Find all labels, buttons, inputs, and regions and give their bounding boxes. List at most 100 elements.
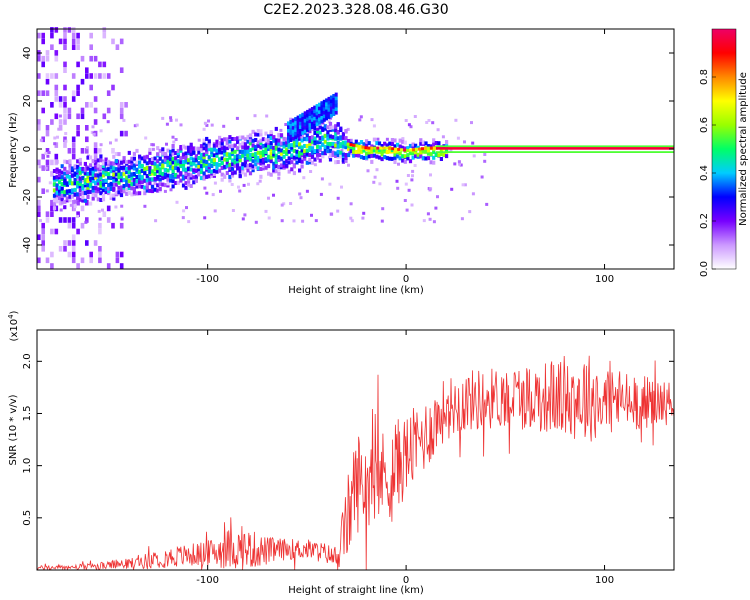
heat-cell — [153, 156, 157, 161]
heat-cell — [243, 142, 247, 147]
heat-cell — [102, 73, 107, 79]
heat-cell — [197, 156, 201, 160]
heat-cell — [45, 90, 50, 96]
heat-cell — [171, 151, 175, 156]
heat-cell — [189, 142, 193, 147]
heat-cell — [68, 163, 72, 168]
heat-cell — [150, 171, 155, 176]
heat-cell — [329, 106, 333, 111]
heat-cell — [274, 159, 278, 164]
heat-cell — [439, 148, 443, 153]
heat-cell — [296, 122, 300, 127]
heat-cell — [289, 120, 293, 124]
heat-cell — [228, 174, 232, 179]
heat-cell — [251, 146, 255, 151]
heat-cell — [241, 217, 245, 221]
heat-cell — [406, 149, 410, 152]
heat-cell — [289, 123, 293, 128]
heat-cell — [94, 158, 98, 163]
heat-cell — [279, 163, 284, 168]
heat-cell — [119, 102, 124, 108]
heat-cell — [63, 199, 67, 204]
heat-cell — [184, 145, 188, 150]
heat-cell — [310, 114, 314, 119]
heat-cell — [182, 209, 186, 213]
heat-cell — [295, 155, 299, 160]
heat-cell — [37, 234, 41, 240]
heat-cell — [80, 257, 85, 264]
heat-cell — [56, 135, 59, 139]
heat-cell — [145, 174, 149, 178]
heat-cell — [63, 205, 67, 210]
heat-cell — [117, 190, 121, 195]
heat-cell — [38, 165, 42, 169]
colorbar-tick-label: 0.6 — [699, 117, 710, 133]
heat-cell — [156, 159, 160, 164]
heat-cell — [341, 152, 345, 157]
heat-cell — [127, 186, 131, 191]
heat-cell — [485, 202, 489, 206]
heat-cell — [461, 183, 465, 187]
heat-cell — [86, 190, 90, 195]
heat-cell — [197, 164, 201, 169]
heat-cell — [236, 157, 240, 162]
heat-cell — [109, 165, 113, 170]
heat-cell — [385, 150, 389, 154]
heat-cell — [71, 142, 76, 148]
heat-cell — [322, 99, 326, 104]
heat-cell — [179, 171, 183, 176]
heat-cell — [109, 169, 113, 174]
heat-cell — [132, 182, 136, 186]
heat-cell — [135, 123, 139, 127]
heat-cell — [318, 145, 322, 150]
heat-cell — [299, 196, 303, 200]
heat-cell — [106, 120, 110, 124]
heat-cell — [78, 166, 82, 171]
heat-cell — [91, 166, 95, 171]
heat-cell — [411, 142, 415, 147]
heat-cell — [70, 166, 75, 171]
heat-cell — [158, 173, 162, 178]
heat-cell — [295, 160, 299, 165]
heat-cell — [388, 146, 392, 150]
heat-cell — [306, 113, 310, 118]
heat-cell — [58, 119, 63, 125]
heat-cell — [272, 149, 276, 154]
heat-cell — [205, 165, 209, 170]
heat-cell — [54, 153, 59, 160]
heat-cell — [264, 165, 268, 170]
heat-cell — [90, 130, 94, 134]
heat-cell — [181, 152, 186, 157]
heat-cell — [419, 138, 423, 143]
heat-cell — [370, 144, 374, 149]
heat-cell — [298, 159, 302, 163]
heat-cell — [210, 147, 214, 152]
heat-cell — [274, 153, 278, 158]
heat-cell — [122, 172, 126, 177]
heat-cell — [372, 148, 376, 153]
heat-cell — [63, 27, 67, 33]
heat-cell — [225, 160, 229, 165]
heat-cell — [334, 131, 338, 136]
heat-cell — [169, 174, 173, 179]
heat-cell — [404, 119, 408, 122]
heat-cell — [73, 192, 77, 197]
heat-cell — [86, 166, 90, 171]
heat-cell — [102, 113, 107, 120]
heat-cell — [99, 154, 103, 159]
heat-cell — [120, 217, 124, 221]
heat-cell — [285, 137, 289, 142]
heat-cell — [207, 165, 211, 170]
heat-cell — [119, 130, 124, 137]
heat-cell — [310, 139, 315, 144]
heat-cell — [151, 143, 155, 147]
heat-cell — [166, 168, 170, 173]
heat-cell — [98, 148, 102, 152]
heat-cell — [372, 153, 376, 158]
heat-cell — [372, 124, 376, 128]
heat-cell — [328, 157, 333, 162]
heat-cell — [130, 161, 134, 166]
heat-cell — [290, 143, 294, 148]
heat-cell — [407, 123, 411, 127]
heat-cell — [50, 211, 54, 217]
